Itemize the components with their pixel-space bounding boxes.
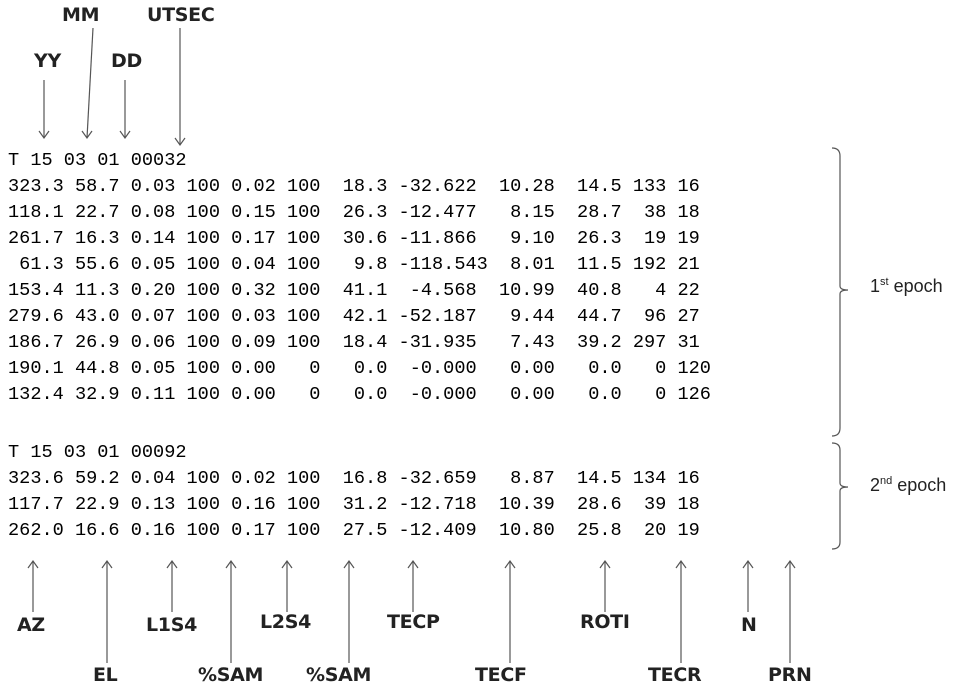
roti-label: ROTI — [580, 611, 630, 633]
tecr-label: TECR — [648, 664, 702, 686]
l1s4-label: L1S4 — [146, 614, 198, 636]
tecp-label: TECP — [387, 611, 440, 633]
data-line: 262.0 16.6 0.16 100 0.17 100 27.5 -12.40… — [8, 520, 700, 541]
epoch-header-line: T 15 03 01 00092 — [8, 442, 187, 463]
prn-label: PRN — [768, 664, 812, 686]
utsec-label: UTSEC — [147, 4, 215, 26]
l2s4-label: L2S4 — [260, 611, 312, 633]
second-epoch-label: 2nd epoch — [870, 475, 947, 495]
el-label: EL — [93, 664, 118, 686]
data-line: 117.7 22.9 0.13 100 0.16 100 31.2 -12.71… — [8, 494, 700, 515]
yy-label: YY — [34, 50, 61, 72]
mm-label: MM — [62, 4, 100, 26]
epoch-header-line: T 15 03 01 00032 — [8, 150, 187, 171]
data-line: 190.1 44.8 0.05 100 0.00 0 0.0 -0.000 0.… — [8, 358, 711, 379]
data-line: 323.3 58.7 0.03 100 0.02 100 18.3 -32.62… — [8, 176, 700, 197]
tecf-label: TECF — [475, 664, 527, 686]
data-line: 186.7 26.9 0.06 100 0.09 100 18.4 -31.93… — [8, 332, 700, 353]
data-line: 261.7 16.3 0.14 100 0.17 100 30.6 -11.86… — [8, 228, 700, 249]
sam-label-2: %SAM — [306, 664, 372, 686]
sam-label-1: %SAM — [198, 664, 264, 686]
data-line: 118.1 22.7 0.08 100 0.15 100 26.3 -12.47… — [8, 202, 700, 223]
n-label: N — [741, 614, 757, 636]
data-line: 153.4 11.3 0.20 100 0.32 100 41.1 -4.568… — [8, 280, 700, 301]
az-label: AZ — [17, 614, 45, 636]
first-epoch-label: 1st epoch — [870, 276, 943, 296]
data-line: 132.4 32.9 0.11 100 0.00 0 0.0 -0.000 0.… — [8, 384, 711, 405]
data-line: 61.3 55.6 0.05 100 0.04 100 9.8 -118.543… — [8, 254, 700, 275]
dd-label: DD — [111, 50, 142, 72]
data-line: 323.6 59.2 0.04 100 0.02 100 16.8 -32.65… — [8, 468, 700, 489]
data-line: 279.6 43.0 0.07 100 0.03 100 42.1 -52.18… — [8, 306, 700, 327]
